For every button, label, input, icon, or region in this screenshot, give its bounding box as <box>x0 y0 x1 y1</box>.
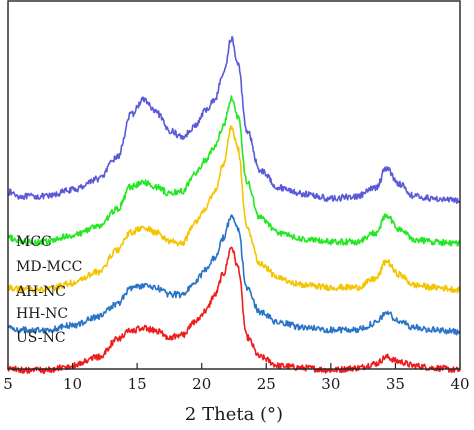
x-tick-label: 15 <box>128 375 147 393</box>
x-tick-label: 30 <box>321 375 340 393</box>
x-tick-label: 40 <box>450 375 469 393</box>
x-tick-label: 35 <box>386 375 405 393</box>
series-line-md-mcc <box>7 95 461 247</box>
x-tick-label: 25 <box>257 375 276 393</box>
x-axis-title: 2 Theta (°) <box>185 404 283 425</box>
x-tick-label: 5 <box>3 375 13 393</box>
series-label-md-mcc: MD-MCC <box>16 259 82 275</box>
x-axis-ticks: 5 10 15 20 25 30 35 40 <box>3 363 470 393</box>
series-line-us-nc <box>7 246 461 375</box>
x-tick-label: 20 <box>192 375 211 393</box>
series-label-us-nc: US-NC <box>16 330 66 346</box>
series-line-hh-nc <box>7 214 461 336</box>
series-labels-layer: MCC MD-MCC AH-NC HH-NC US-NC <box>15 234 82 346</box>
series-line-ah-nc <box>7 125 461 294</box>
series-label-mcc: MCC <box>16 234 52 250</box>
series-line-mcc <box>7 35 461 204</box>
series-label-ah-nc: AH-NC <box>15 284 66 300</box>
x-tick-label: 10 <box>63 375 82 393</box>
plot-frame <box>7 0 461 370</box>
curves-layer <box>7 35 461 375</box>
series-label-hh-nc: HH-NC <box>16 306 68 322</box>
